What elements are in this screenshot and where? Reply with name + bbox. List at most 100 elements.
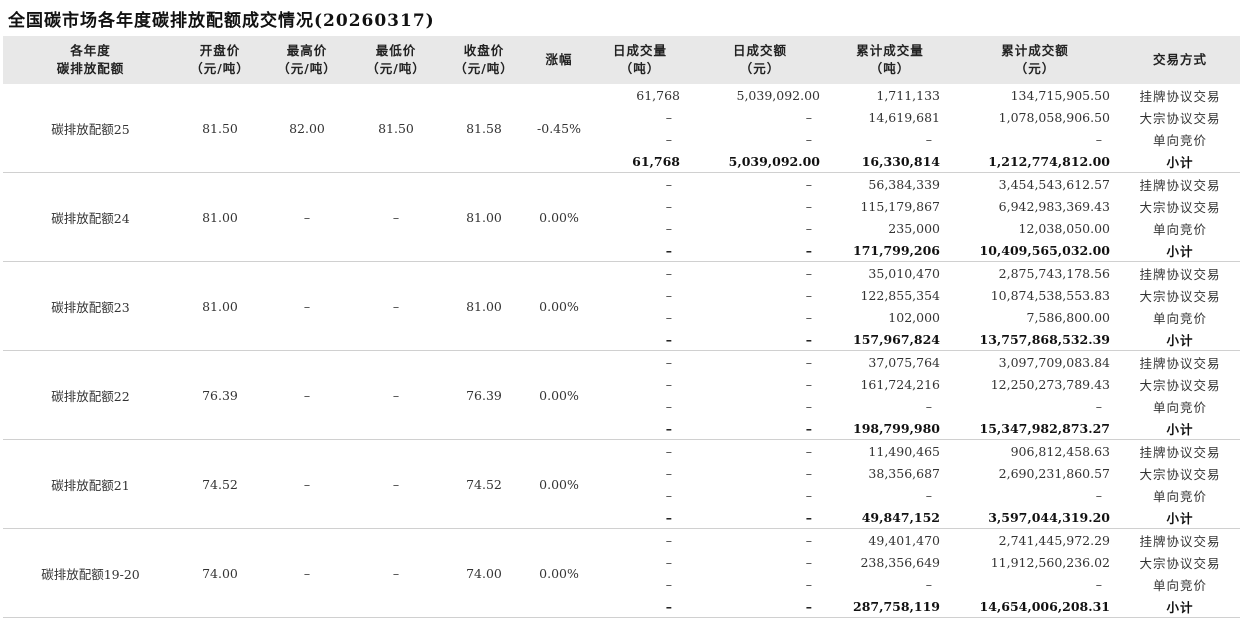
trading-method: 挂牌协议交易 [1139, 88, 1221, 104]
low-price: – [352, 350, 440, 440]
column-header: 各年度 碳排放配额 [3, 36, 178, 84]
table-row: – – 115,179,867 6,942,983,369.43 大宗协议交易 [3, 195, 1240, 217]
change-percent: 0.00% [528, 439, 590, 529]
header-unit: （元） [1014, 61, 1056, 76]
daily-volume: – [590, 506, 690, 529]
trading-method: 小计 [1120, 239, 1240, 262]
daily-amount: – [805, 220, 812, 236]
daily-volume: – [665, 176, 672, 192]
table-row: – – 238,356,649 11,912,560,236.02 大宗协议交易 [3, 551, 1240, 573]
column-header: 最低价 （元/吨） [352, 36, 440, 84]
subtotal-row: 61,768 5,039,092.00 16,330,814 1,212,774,81… [3, 150, 1240, 173]
change-percent: 0.00% [528, 172, 590, 262]
cumulative-amount: 2,690,231,860.57 [998, 465, 1110, 481]
low-price: – [352, 172, 440, 262]
daily-amount: – [805, 265, 812, 281]
close-price: 76.39 [440, 350, 528, 440]
header-unit: （元） [739, 61, 781, 76]
table-row: – – – – 单向竞价 [3, 573, 1240, 595]
daily-amount: 5,039,092.00 [736, 87, 821, 103]
daily-amount: – [805, 576, 812, 592]
column-header: 日成交量 （吨） [590, 36, 690, 84]
cumulative-volume: 287,758,119 [830, 595, 950, 618]
daily-amount: – [805, 376, 812, 392]
trading-method: 大宗协议交易 [1139, 199, 1221, 215]
header-unit: （元/吨） [454, 61, 514, 76]
cumulative-amount: 12,250,273,789.43 [990, 376, 1110, 392]
daily-amount: – [805, 109, 812, 125]
daily-volume: – [665, 287, 672, 303]
table-row: – – – – 单向竞价 [3, 484, 1240, 506]
cumulative-volume: 122,855,354 [860, 287, 940, 303]
daily-amount: – [805, 487, 812, 503]
change-percent: 0.00% [528, 528, 590, 618]
header-label: 收盘价 [463, 43, 505, 58]
daily-volume: – [665, 376, 672, 392]
cumulative-volume: – [925, 576, 932, 592]
table-row: 碳排放配额25 81.50 82.00 81.50 81.58 -0.45% 61,768 5… [3, 84, 1240, 173]
daily-volume: – [665, 554, 672, 570]
allowance-name: 碳排放配额25 [3, 84, 178, 173]
allowance-name: 碳排放配额21 [3, 439, 178, 529]
header-label: 涨幅 [545, 52, 573, 67]
cumulative-amount: 3,454,543,612.57 [998, 176, 1110, 192]
trading-method: 挂牌协议交易 [1139, 266, 1221, 282]
allowance-name: 碳排放配额23 [3, 261, 178, 351]
change-percent: 0.00% [528, 350, 590, 440]
subtotal-row: – –198,799,980 15,347,982,873.27 小计 [3, 417, 1240, 440]
cumulative-amount: 3,597,044,319.20 [950, 506, 1120, 529]
header-label: 日成交量 [612, 43, 667, 58]
high-price: 82.00 [262, 84, 352, 173]
trading-method: 单向竞价 [1152, 488, 1207, 504]
open-price: 81.00 [178, 172, 262, 262]
high-price: – [262, 528, 352, 618]
high-price: – [262, 439, 352, 529]
header-unit: （吨） [869, 61, 911, 76]
daily-volume: – [665, 265, 672, 281]
table-row: – – – – 单向竞价 [3, 128, 1240, 150]
daily-volume: – [665, 465, 672, 481]
trading-method: 大宗协议交易 [1139, 555, 1221, 571]
cumulative-volume: 157,967,824 [830, 328, 950, 351]
trading-method: 单向竞价 [1152, 132, 1207, 148]
daily-amount: – [805, 443, 812, 459]
daily-amount: – [805, 176, 812, 192]
low-price: – [352, 528, 440, 618]
daily-volume: 61,768 [636, 87, 680, 103]
close-price: 81.00 [440, 172, 528, 262]
close-price: 81.58 [440, 84, 528, 173]
trading-method: 大宗协议交易 [1139, 110, 1221, 126]
cumulative-volume: 102,000 [888, 309, 940, 325]
daily-volume: – [665, 309, 672, 325]
change-percent: -0.45% [528, 84, 590, 173]
allowance-name: 碳排放配额24 [3, 172, 178, 262]
header-label: 最低价 [375, 43, 417, 58]
allowance-name: 碳排放配额19-20 [3, 528, 178, 618]
cumulative-amount: 10,409,565,032.00 [950, 239, 1120, 262]
allowance-trading-table: 各年度 碳排放配额 开盘价 （元/吨） 最高价 （元/吨） 最低价 （元/吨） 收盘价 （元/吨）… [3, 36, 1240, 618]
change-percent: 0.00% [528, 261, 590, 351]
low-price: – [352, 261, 440, 351]
trading-method: 单向竞价 [1152, 310, 1207, 326]
daily-amount: – [805, 554, 812, 570]
cumulative-amount: 3,097,709,083.84 [998, 354, 1110, 370]
open-price: 74.52 [178, 439, 262, 529]
daily-volume: – [590, 417, 690, 440]
header-label: 累计成交量 [856, 43, 924, 58]
daily-amount: 5,039,092.00 [690, 150, 830, 173]
column-header: 收盘价 （元/吨） [440, 36, 528, 84]
trading-method: 小计 [1120, 417, 1240, 440]
header-unit: （元/吨） [366, 61, 426, 76]
table-row: – – 161,724,216 12,250,273,789.43 大宗协议交易 [3, 373, 1240, 395]
cumulative-volume: 35,010,470 [868, 265, 940, 281]
cumulative-volume: 171,799,206 [830, 239, 950, 262]
header-unit: 碳排放配额 [56, 61, 125, 76]
daily-volume: – [665, 354, 672, 370]
open-price: 76.39 [178, 350, 262, 440]
table-row: – – 14,619,681 1,078,058,906.50 大宗协议交易 [3, 106, 1240, 128]
daily-volume: – [590, 595, 690, 618]
cumulative-volume: 38,356,687 [868, 465, 940, 481]
cumulative-volume: 235,000 [888, 220, 940, 236]
daily-amount: – [805, 354, 812, 370]
cumulative-volume: – [925, 398, 932, 414]
